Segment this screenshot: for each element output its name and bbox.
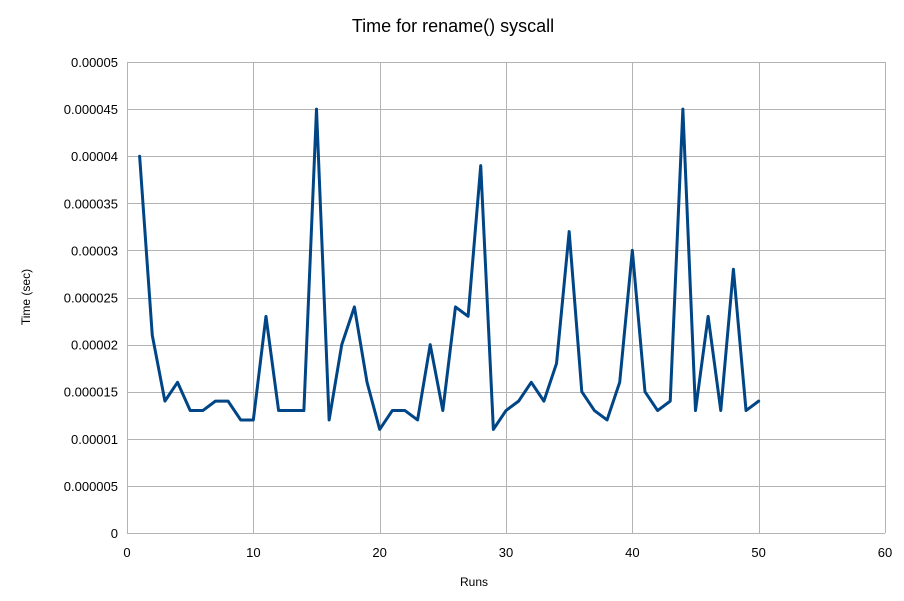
y-tick-label: 0.000025 [64, 291, 118, 306]
y-tick-label: 0.00003 [71, 243, 118, 258]
x-tick-labels: 0 10 20 30 40 50 60 [123, 545, 892, 560]
y-tick-labels: 0 0.000005 0.00001 0.000015 0.00002 0.000025 0… [64, 55, 118, 541]
y-tick-label: 0.000035 [64, 196, 118, 211]
x-tick-label: 10 [246, 545, 260, 560]
x-tick-label: 50 [751, 545, 765, 560]
x-tick-label: 0 [123, 545, 130, 560]
y-tick-label: 0.00005 [71, 55, 118, 70]
y-tick-label: 0.00001 [71, 432, 118, 447]
y-tick-label: 0.00004 [71, 149, 118, 164]
vertical-gridlines [127, 62, 886, 533]
chart-title: Time for rename() syscall [352, 16, 554, 36]
x-tick-label: 30 [499, 545, 513, 560]
data-points [139, 109, 759, 430]
series-line [138, 107, 761, 431]
y-tick-label: 0 [111, 526, 118, 541]
y-tick-label: 0.000045 [64, 102, 118, 117]
y-tick-label: 0.000005 [64, 479, 118, 494]
y-tick-label: 0.000015 [64, 385, 118, 400]
y-tick-label: 0.00002 [71, 338, 118, 353]
x-tick-label: 40 [625, 545, 639, 560]
y-axis-label: Time (sec) [19, 269, 33, 325]
x-axis-label: Runs [460, 575, 488, 589]
x-tick-label: 20 [372, 545, 386, 560]
x-tick-label: 60 [878, 545, 892, 560]
horizontal-gridlines [127, 62, 885, 534]
